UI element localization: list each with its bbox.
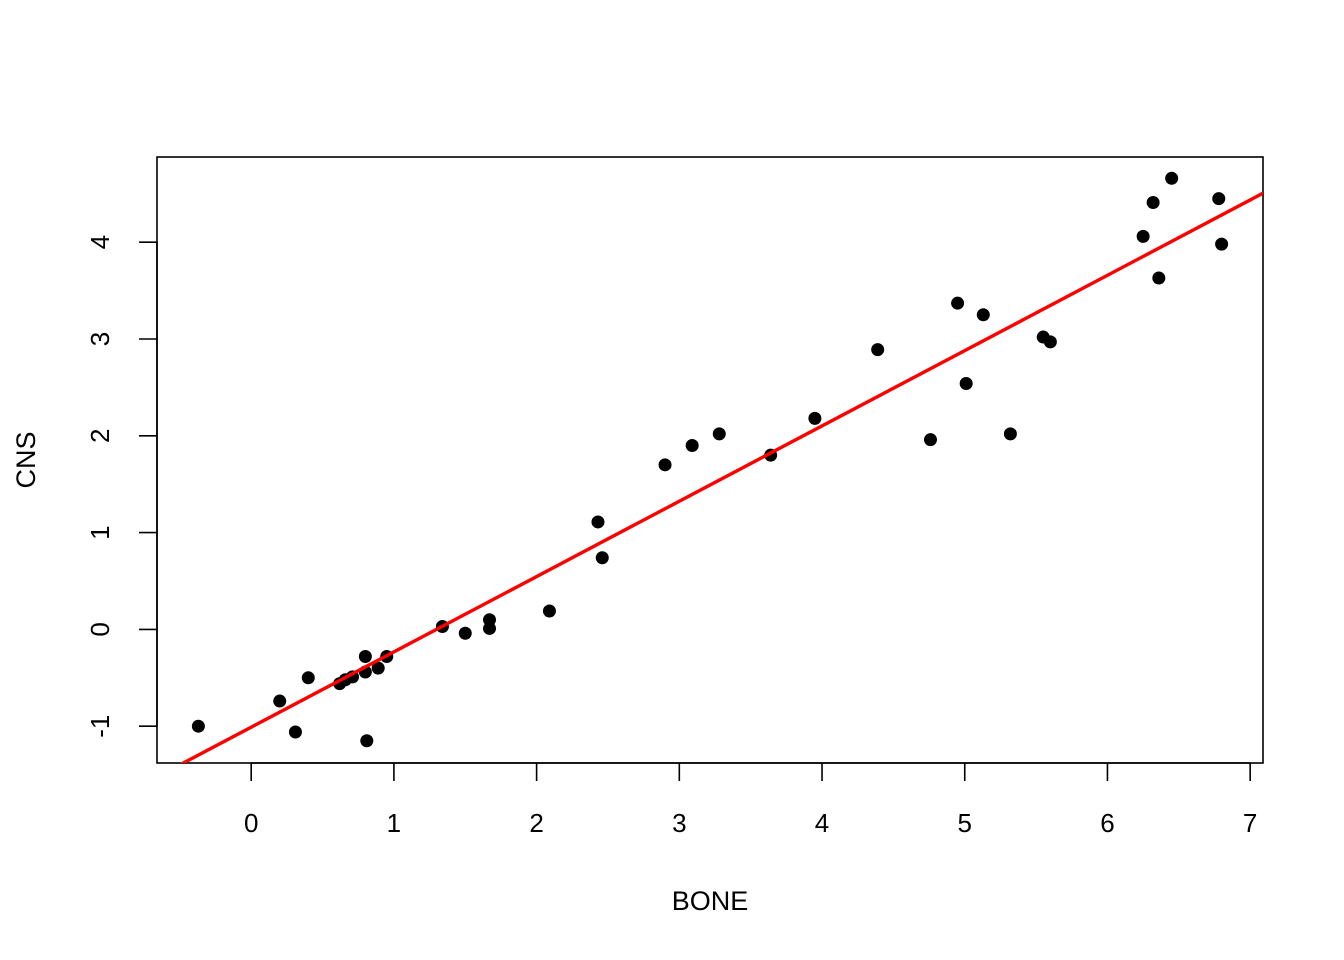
data-point <box>273 694 287 708</box>
data-point <box>591 515 605 529</box>
data-point <box>288 725 302 739</box>
regression-line <box>179 191 1263 763</box>
x-tick-label: 0 <box>244 808 258 838</box>
y-tick-label: 3 <box>85 332 115 346</box>
data-point <box>923 433 937 447</box>
y-tick-label: 4 <box>85 235 115 249</box>
x-tick-label: 4 <box>815 808 829 838</box>
data-point <box>871 343 885 357</box>
data-point <box>959 377 973 391</box>
y-axis: -1 0 1 2 3 4 <box>85 235 158 738</box>
x-tick-label: 2 <box>529 808 543 838</box>
x-tick-label: 7 <box>1243 808 1257 838</box>
x-tick-label: 3 <box>672 808 686 838</box>
y-tick-label: 1 <box>85 525 115 539</box>
data-point <box>1136 229 1150 243</box>
data-point <box>542 604 556 618</box>
data-point <box>360 734 374 748</box>
y-tick-label: 0 <box>85 622 115 636</box>
data-point <box>685 438 699 452</box>
y-axis-title: CNS <box>11 431 41 488</box>
data-point <box>976 308 990 322</box>
data-point <box>1043 335 1057 349</box>
plot-area <box>179 171 1263 763</box>
data-point <box>712 427 726 441</box>
data-point <box>1212 192 1226 206</box>
data-point <box>358 650 372 664</box>
x-axis-title: BONE <box>672 886 749 916</box>
y-tick-label: 2 <box>85 429 115 443</box>
data-point <box>301 671 315 685</box>
data-point <box>191 719 205 733</box>
data-point <box>595 551 609 565</box>
data-point <box>483 621 497 635</box>
x-tick-label: 5 <box>958 808 972 838</box>
data-point <box>808 411 822 425</box>
data-point <box>371 661 385 675</box>
x-tick-label: 6 <box>1100 808 1114 838</box>
x-axis: 0 1 2 3 4 5 6 7 <box>244 762 1257 838</box>
data-point <box>1152 271 1166 285</box>
data-points <box>191 171 1229 748</box>
data-point <box>458 626 472 640</box>
data-point <box>658 458 672 472</box>
data-point <box>1165 171 1179 185</box>
plot-frame <box>156 156 1264 764</box>
x-tick-label: 1 <box>387 808 401 838</box>
data-point <box>1003 427 1017 441</box>
data-point <box>951 296 965 310</box>
y-tick-label: -1 <box>85 715 115 738</box>
data-point <box>1146 195 1160 209</box>
regression-line-layer <box>179 191 1263 763</box>
data-point <box>1215 237 1229 251</box>
